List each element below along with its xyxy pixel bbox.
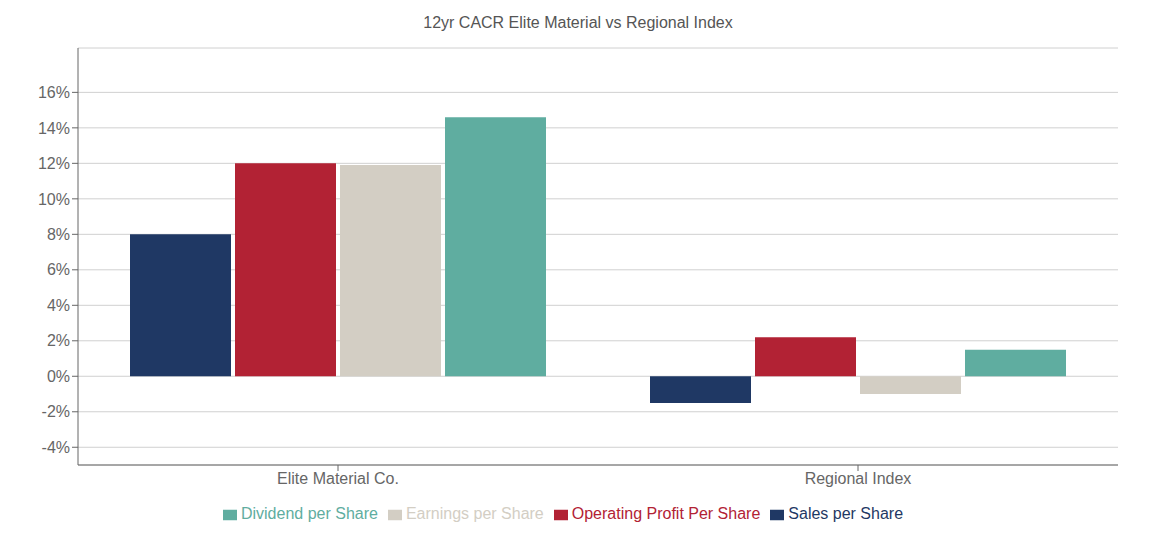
html-text:Operating Profit Per Share: Operating Profit Per Share (571, 505, 761, 522)
svg-text:Elite Material Co.: Elite Material Co. (277, 470, 399, 487)
svg-text:12%: 12% (38, 155, 70, 172)
svg-text:-4%: -4% (42, 439, 70, 456)
svg-text:-2%: -2% (42, 403, 70, 420)
svg-text:6%: 6% (47, 261, 70, 278)
html-text:Earnings per Share: Earnings per Share (405, 505, 544, 522)
svg-text:4%: 4% (47, 297, 70, 314)
svg-text:14%: 14% (38, 120, 70, 137)
html-text:Dividend per Share: Dividend per Share (240, 505, 378, 522)
html-text:12yr CACR Elite Material vs Re: 12yr CACR Elite Material vs Regional Ind… (423, 14, 733, 31)
html-text:Sales per Share: Sales per Share (788, 505, 903, 522)
svg-text:10%: 10% (38, 191, 70, 208)
svg-text:Regional Index: Regional Index (805, 470, 912, 487)
svg-text:2%: 2% (47, 332, 70, 349)
svg-text:16%: 16% (38, 84, 70, 101)
svg-text:0%: 0% (47, 368, 70, 385)
svg-text:8%: 8% (47, 226, 70, 243)
